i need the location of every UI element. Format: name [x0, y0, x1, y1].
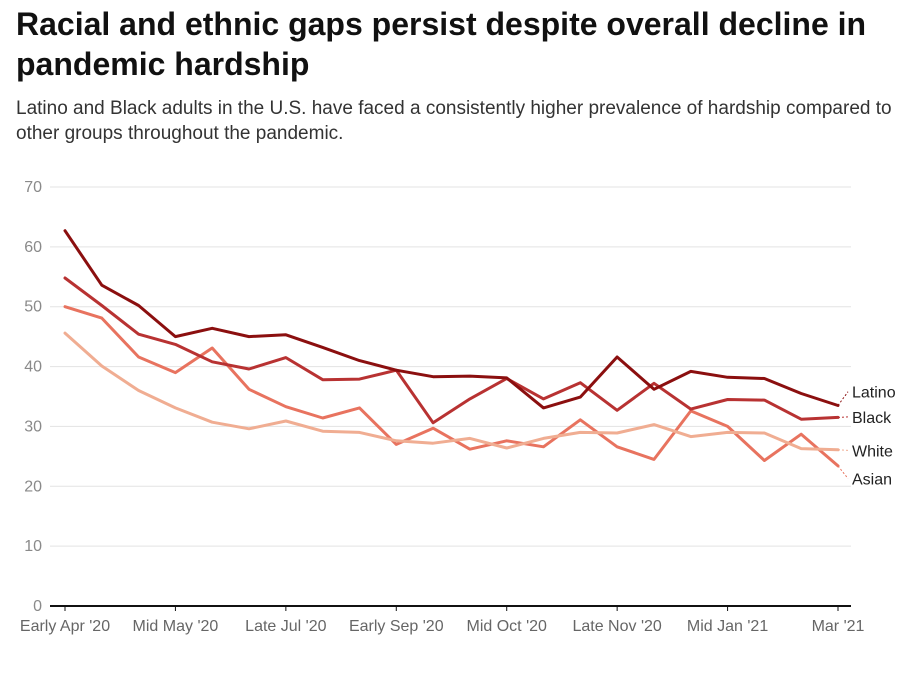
series-lines: [63, 229, 849, 479]
x-tick-label: Late Jul '20: [245, 618, 326, 635]
chart-subtitle: Latino and Black adults in the U.S. have…: [16, 98, 892, 144]
gridlines: [50, 186, 851, 547]
series-line-latino: [63, 229, 840, 410]
x-tick-label: Early Apr '20: [20, 618, 110, 635]
chart-title: Racial and ethnic gaps persist despite o…: [16, 6, 867, 82]
series-line-asian: [63, 305, 840, 468]
series-connector-white: [837, 449, 849, 451]
series-labels: Asian White Black Latino: [852, 385, 896, 489]
x-tick-label: Mid Jan '21: [687, 618, 768, 635]
y-tick-label: 30: [24, 418, 42, 435]
y-tick-label: 60: [24, 239, 42, 256]
series-connector-latino: [837, 391, 849, 406]
series-line-white: [63, 331, 840, 452]
y-tick-label: 10: [24, 538, 42, 555]
series-label-asian: Asian: [852, 472, 892, 489]
series-label-black: Black: [852, 410, 892, 427]
x-tick-label: Early Sep '20: [349, 618, 444, 635]
series-connector-asian: [837, 465, 849, 479]
x-tick-label: Late Nov '20: [572, 618, 661, 635]
x-axis: Early Apr '20 Mid May '20 Late Jul '20 Earl…: [20, 605, 865, 635]
series-connector-black: [837, 416, 849, 418]
series-label-white: White: [852, 443, 893, 460]
x-tick-label: Mid May '20: [133, 618, 219, 635]
x-tick-label: Mid Oct '20: [467, 618, 548, 635]
y-tick-label: 70: [24, 179, 42, 196]
series-label-latino: Latino: [852, 385, 896, 402]
y-tick-label: 0: [33, 598, 42, 615]
series-line-black: [63, 276, 840, 425]
y-tick-label: 50: [24, 299, 42, 316]
y-tick-label: 40: [24, 359, 42, 376]
y-tick-label: 20: [24, 478, 42, 495]
y-axis-ticks: 0 10 20 30 40 50 60 70: [24, 179, 42, 615]
x-tick-label: Mar '21: [812, 618, 865, 635]
